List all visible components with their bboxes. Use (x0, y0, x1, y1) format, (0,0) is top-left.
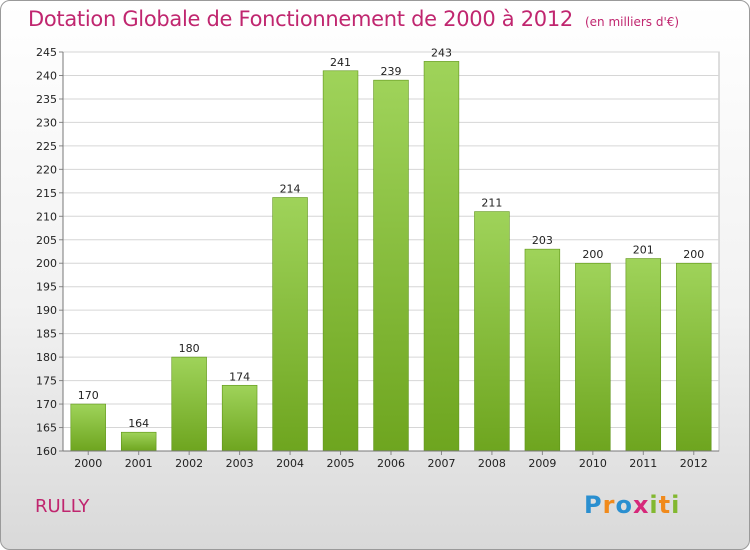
y-tick-label: 190 (36, 304, 57, 317)
proxiti-logo: Proxiti (584, 491, 681, 519)
y-tick-label: 240 (36, 69, 57, 82)
x-tick-label: 2007 (427, 457, 455, 470)
y-tick-label: 180 (36, 351, 57, 364)
bar-value-label: 200 (582, 248, 603, 261)
bar-value-label: 203 (532, 234, 553, 247)
bar (474, 211, 510, 452)
chart-title: Dotation Globale de Fonctionnement de 20… (28, 7, 679, 31)
x-tick-label: 2001 (125, 457, 153, 470)
x-tick-label: 2011 (629, 457, 657, 470)
bar (70, 403, 106, 452)
bar-value-label: 170 (78, 389, 99, 402)
bar (625, 258, 662, 452)
bar (676, 262, 712, 452)
chart-unit: (en milliers d'€) (584, 15, 680, 29)
y-tick-label: 195 (36, 281, 57, 294)
bar (120, 431, 157, 452)
y-tick-label: 165 (36, 422, 57, 435)
y-tick-label: 170 (36, 398, 57, 411)
y-tick-label: 210 (36, 210, 57, 223)
bar (272, 197, 308, 452)
bar (373, 79, 409, 452)
bar (423, 61, 460, 452)
x-tick-label: 2012 (680, 457, 708, 470)
y-tick-label: 245 (36, 46, 57, 59)
bar-value-label: 239 (381, 65, 402, 78)
chart-title-text: Dotation Globale de Fonctionnement de 20… (28, 7, 573, 31)
x-tick-label: 2009 (528, 457, 556, 470)
x-tick-label: 2004 (276, 457, 304, 470)
y-tick-label: 175 (36, 375, 57, 388)
y-tick-label: 235 (36, 93, 57, 106)
y-tick-label: 220 (36, 163, 57, 176)
y-tick-label: 205 (36, 234, 57, 247)
y-tick-label: 185 (36, 328, 57, 341)
y-tick-label: 225 (36, 140, 57, 153)
bar (322, 70, 359, 452)
bar-value-label: 174 (229, 370, 250, 383)
bar-value-label: 180 (179, 342, 200, 355)
bar-value-label: 214 (280, 183, 301, 196)
x-tick-label: 2000 (74, 457, 102, 470)
bar (524, 248, 561, 452)
y-tick-label: 160 (36, 445, 57, 458)
bar (171, 356, 207, 452)
x-tick-label: 2005 (327, 457, 355, 470)
y-tick-label: 230 (36, 116, 57, 129)
commune-name: RULLY (35, 496, 90, 517)
x-tick-label: 2003 (226, 457, 254, 470)
bar (575, 262, 611, 452)
y-tick-label: 200 (36, 257, 57, 270)
x-tick-label: 2008 (478, 457, 506, 470)
x-tick-label: 2002 (175, 457, 203, 470)
x-tick-label: 2010 (579, 457, 607, 470)
bar-value-label: 201 (633, 244, 654, 257)
bar-value-label: 200 (683, 248, 704, 261)
y-tick-label: 215 (36, 187, 57, 200)
bar (221, 384, 258, 452)
bar-value-label: 243 (431, 46, 452, 59)
bar-value-label: 164 (128, 417, 149, 430)
x-tick-label: 2006 (377, 457, 405, 470)
bar-value-label: 211 (481, 197, 502, 210)
bar-value-label: 241 (330, 56, 351, 69)
